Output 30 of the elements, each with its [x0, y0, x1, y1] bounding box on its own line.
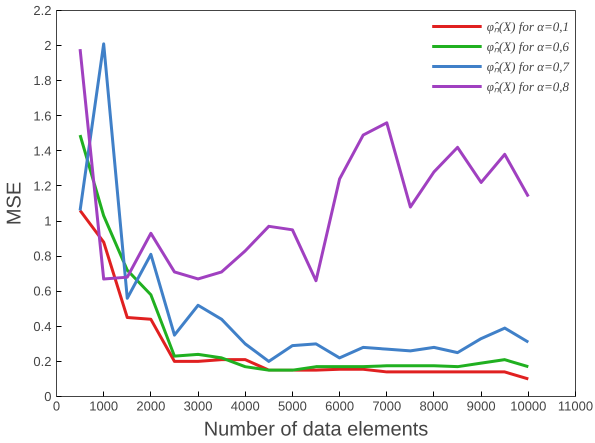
x-tick-label: 10000 [510, 398, 546, 414]
y-tick-label: 2.2 [33, 3, 52, 18]
y-tick-label: 0.8 [33, 248, 52, 264]
x-tick-label: 9000 [466, 398, 496, 414]
y-tick-label: 1.2 [33, 178, 52, 194]
x-tick-label: 4000 [230, 398, 260, 414]
y-tick-label: 0.2 [33, 354, 52, 369]
y-axis-title: MSE [3, 182, 26, 226]
x-tick-label: 8000 [419, 398, 448, 414]
line-series [78, 134, 530, 372]
y-tick-label: 0.4 [33, 318, 52, 334]
y-tick-label: 1 [44, 214, 52, 229]
y-tick-label: 2 [44, 38, 52, 54]
y-tick-label: 1.8 [33, 73, 52, 88]
legend-label: φ̂ₙ(X) for α=0,1 [486, 18, 569, 35]
legend-label: φ̂ₙ(X) for α=0,8 [486, 78, 569, 95]
x-tick-label: 5000 [278, 398, 307, 414]
x-tick-label: 1000 [89, 398, 118, 414]
x-tick-label: 11000 [558, 398, 594, 414]
legend-label: φ̂ₙ(X) for α=0,6 [486, 38, 569, 55]
x-tick-label: 6000 [325, 398, 354, 414]
x-tick-label: 7000 [372, 398, 402, 414]
x-tick-label: 2000 [136, 398, 166, 414]
y-tick-label: 0.6 [33, 284, 52, 299]
y-tick-label: 1.4 [33, 143, 52, 158]
x-axis-title: Number of data elements [204, 418, 428, 440]
y-tick-label: 1.6 [33, 108, 52, 124]
y-tick-label: 0 [44, 389, 52, 404]
legend-label: φ̂ₙ(X) for α=0,7 [486, 58, 569, 75]
x-tick-label: 3000 [184, 398, 213, 414]
